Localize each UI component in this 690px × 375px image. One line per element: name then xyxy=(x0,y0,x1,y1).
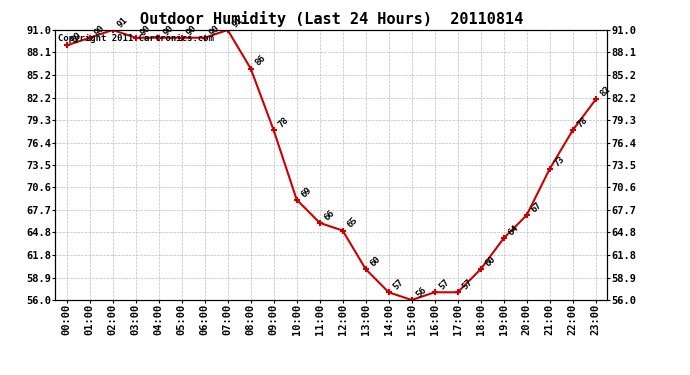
Text: 73: 73 xyxy=(553,154,566,168)
Text: 60: 60 xyxy=(368,254,382,268)
Text: 89: 89 xyxy=(70,31,83,45)
Text: 57: 57 xyxy=(391,278,406,291)
Text: 60: 60 xyxy=(484,254,497,268)
Text: 86: 86 xyxy=(253,54,268,68)
Text: 57: 57 xyxy=(437,278,451,291)
Text: 78: 78 xyxy=(575,116,589,129)
Text: 78: 78 xyxy=(277,116,290,129)
Text: 56: 56 xyxy=(415,285,428,299)
Text: 90: 90 xyxy=(184,23,199,37)
Text: 64: 64 xyxy=(506,224,520,237)
Text: 90: 90 xyxy=(161,23,175,37)
Text: 57: 57 xyxy=(460,278,475,291)
Text: 91: 91 xyxy=(115,15,130,29)
Text: 90: 90 xyxy=(139,23,152,37)
Text: 91: 91 xyxy=(230,15,244,29)
Text: Copyright 2011 Cartronics.com: Copyright 2011 Cartronics.com xyxy=(58,34,214,43)
Text: 90: 90 xyxy=(208,23,221,37)
Text: 82: 82 xyxy=(598,85,613,99)
Text: 69: 69 xyxy=(299,185,313,199)
Text: 65: 65 xyxy=(346,216,359,230)
Title: Outdoor Humidity (Last 24 Hours)  20110814: Outdoor Humidity (Last 24 Hours) 2011081… xyxy=(139,12,523,27)
Text: 90: 90 xyxy=(92,23,106,37)
Text: 67: 67 xyxy=(529,200,544,214)
Text: 66: 66 xyxy=(322,208,337,222)
